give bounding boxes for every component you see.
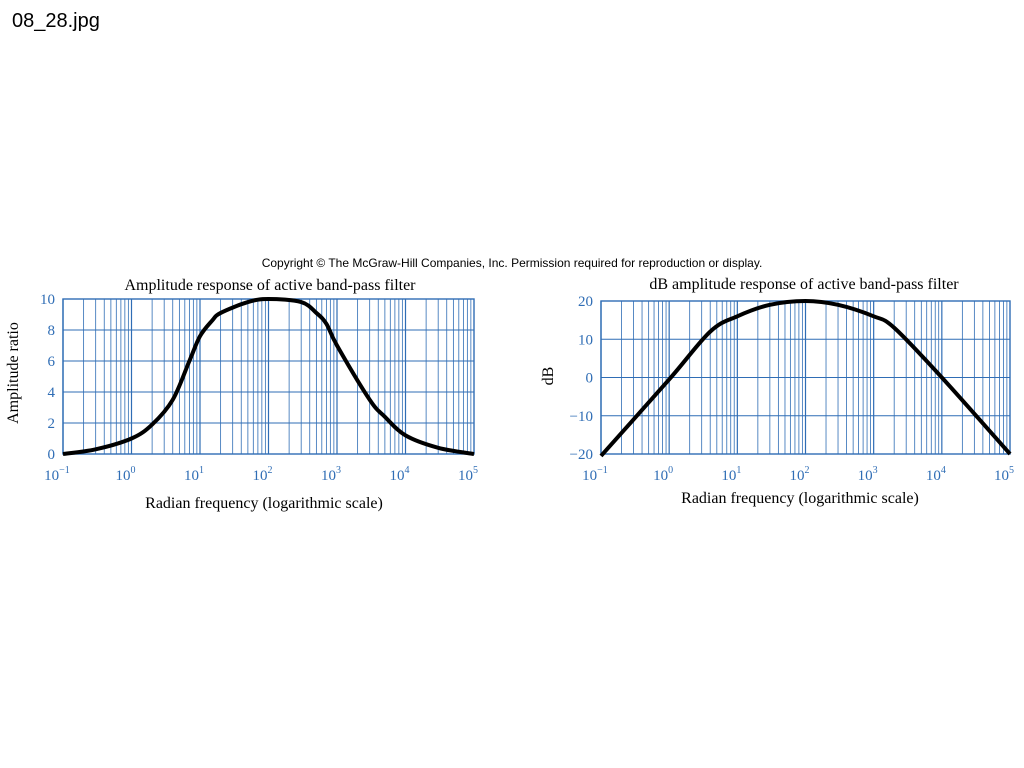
response-curve bbox=[62, 297, 475, 456]
x-tick-label: 101 bbox=[184, 465, 204, 484]
x-tick-label: 102 bbox=[790, 465, 810, 484]
y-tick-label: −10 bbox=[570, 409, 593, 425]
x-tick-label: 105 bbox=[458, 465, 478, 484]
x-tick-label: 103 bbox=[858, 465, 878, 484]
y-tick-label: 20 bbox=[578, 294, 593, 310]
y-axis-label: dB bbox=[540, 367, 557, 386]
y-tick-label: 2 bbox=[48, 416, 56, 432]
y-tick-label: 6 bbox=[48, 354, 56, 370]
x-tick-label: 105 bbox=[994, 465, 1014, 484]
response-curve bbox=[599, 299, 1012, 458]
x-tick-label: 10−1 bbox=[44, 465, 70, 484]
y-tick-label: 10 bbox=[578, 332, 593, 348]
x-tick-label: 10−1 bbox=[582, 465, 608, 484]
x-axis-label: Radian frequency (logarithmic scale) bbox=[681, 490, 919, 507]
y-tick-label: 8 bbox=[48, 323, 56, 339]
y-tick-label: 4 bbox=[48, 385, 56, 401]
x-tick-label: 103 bbox=[321, 465, 341, 484]
y-axis-label: Amplitude ratio bbox=[5, 322, 22, 424]
x-tick-label: 102 bbox=[253, 465, 273, 484]
filename-label: 08_28.jpg bbox=[12, 10, 100, 32]
y-tick-label: 0 bbox=[48, 447, 56, 463]
y-tick-label: 10 bbox=[40, 292, 55, 308]
x-tick-label: 100 bbox=[653, 465, 673, 484]
x-tick-label: 104 bbox=[926, 465, 946, 484]
x-axis-label: Radian frequency (logarithmic scale) bbox=[145, 495, 383, 512]
y-tick-label: 0 bbox=[586, 371, 594, 387]
chart-title: Amplitude response of active band-pass f… bbox=[124, 277, 416, 294]
x-tick-label: 104 bbox=[390, 465, 410, 484]
chart-title: dB amplitude response of active band-pas… bbox=[649, 276, 959, 293]
y-tick-label: −20 bbox=[570, 447, 593, 463]
x-tick-label: 101 bbox=[721, 465, 741, 484]
copyright-notice: Copyright © The McGraw-Hill Companies, I… bbox=[261, 256, 763, 270]
chart-2: −20 −10 0 10 20 10−1 100 101 102 103 104 105 dB ampl… bbox=[540, 276, 1014, 507]
x-tick-label: 100 bbox=[116, 465, 136, 484]
chart-1: 0 2 4 6 8 10 10−1 100 101 102 103 104 105 Amplitude r… bbox=[5, 277, 478, 512]
